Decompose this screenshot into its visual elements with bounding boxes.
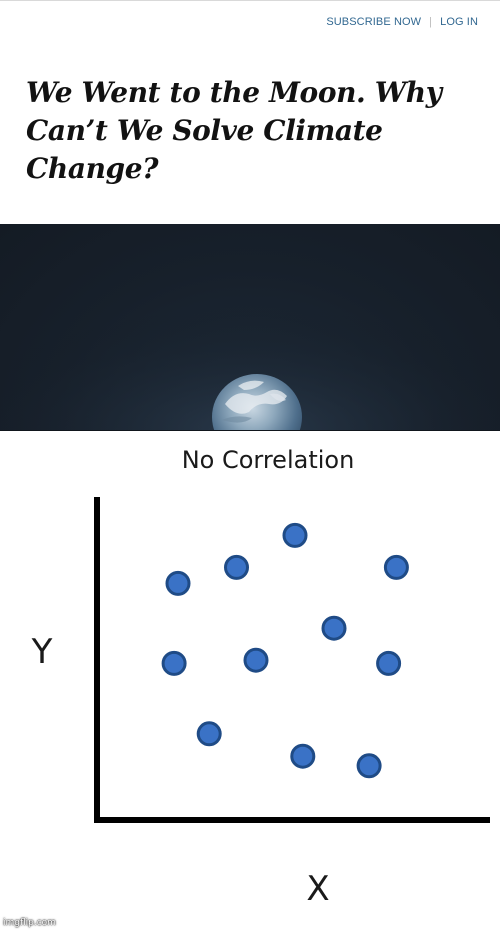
top-nav: SUBSCRIBE NOW | LOG IN	[326, 16, 478, 28]
data-point-6	[161, 650, 187, 676]
earthrise-illustration	[0, 224, 500, 431]
y-axis-label: Y	[31, 632, 53, 672]
scatter-plot-svg: No Correlation Y X	[31, 446, 490, 909]
headline-line-3: Change?	[26, 152, 159, 185]
data-point-5	[321, 615, 347, 641]
data-point-10	[290, 743, 316, 769]
data-point-7	[243, 647, 269, 673]
headline-line-2: Can’t We Solve Climate	[26, 114, 383, 147]
nav-separator: |	[429, 16, 433, 28]
chart-title: No Correlation	[182, 446, 355, 474]
data-points	[161, 522, 409, 779]
headline-line-1: We Went to the Moon. Why	[26, 76, 442, 109]
imgflip-watermark: imgflip.com	[3, 918, 56, 928]
data-point-11	[356, 753, 382, 779]
data-point-1	[165, 570, 191, 596]
data-point-2	[224, 554, 249, 580]
data-point-3	[282, 522, 308, 548]
login-link[interactable]: LOG IN	[440, 16, 478, 28]
data-point-9	[196, 721, 222, 747]
x-axis-label: X	[306, 869, 329, 909]
data-point-4	[383, 554, 409, 580]
subscribe-link[interactable]: SUBSCRIBE NOW	[326, 16, 422, 28]
earthrise-photo	[0, 224, 500, 431]
scatter-chart: No Correlation Y X imgflip.com	[0, 431, 500, 930]
article-headline: We Went to the Moon. Why Can’t We Solve …	[26, 74, 466, 188]
top-divider	[0, 0, 500, 1]
data-point-8	[376, 650, 402, 676]
